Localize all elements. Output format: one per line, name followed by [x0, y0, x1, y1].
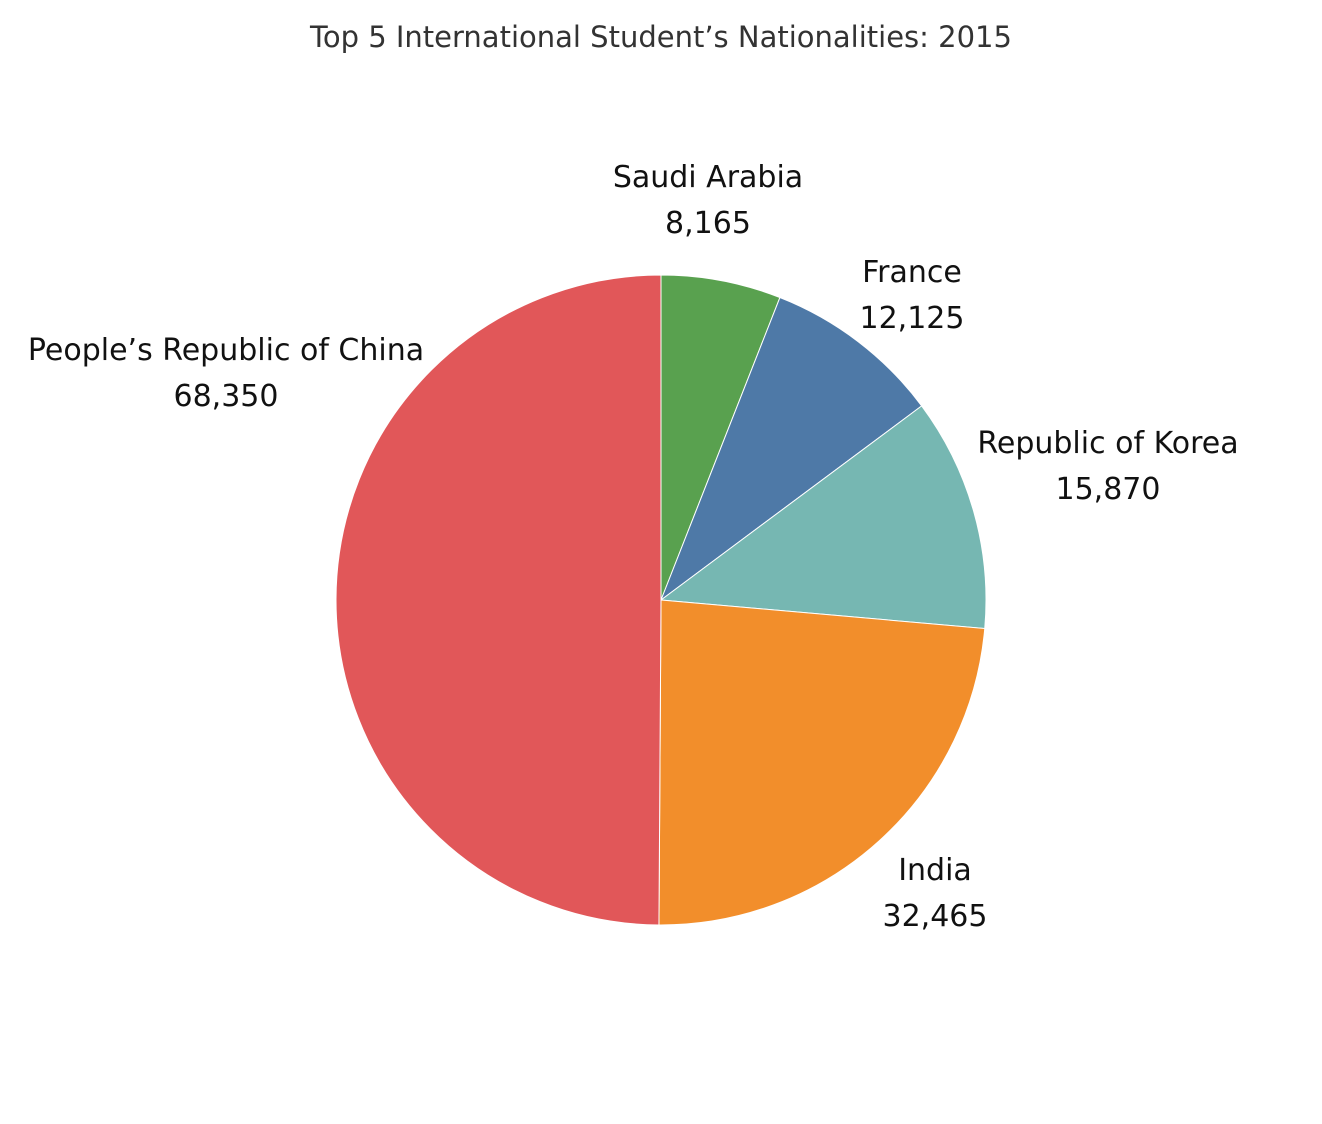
- slice-label-india: India: [898, 853, 972, 888]
- pie-slices: [335, 274, 987, 926]
- pie-slice-republic-of-korea: [659, 405, 987, 630]
- pie-slice-india: [658, 599, 986, 926]
- slice-value-france: 12,125: [860, 301, 965, 336]
- pie-slice-france: [659, 296, 923, 602]
- pie-slice-peoples-republic-of-china: [335, 274, 662, 926]
- slice-label-republic-of-korea: Republic of Korea: [977, 426, 1238, 461]
- slice-label-peoples-republic-of-china: People’s Republic of China: [28, 333, 424, 368]
- slice-value-peoples-republic-of-china: 68,350: [174, 379, 279, 414]
- slice-value-india: 32,465: [883, 899, 988, 934]
- slice-label-france: France: [862, 255, 962, 290]
- chart-title: Top 5 International Student’s Nationalit…: [309, 20, 1012, 54]
- pie-slice-saudi-arabia: [660, 274, 781, 601]
- slice-value-saudi-arabia: 8,165: [665, 206, 751, 241]
- slice-label-saudi-arabia: Saudi Arabia: [613, 160, 803, 195]
- slice-value-republic-of-korea: 15,870: [1056, 472, 1161, 507]
- pie-labels: Saudi Arabia 8,165 France 12,125 Republic of…: [28, 160, 1239, 934]
